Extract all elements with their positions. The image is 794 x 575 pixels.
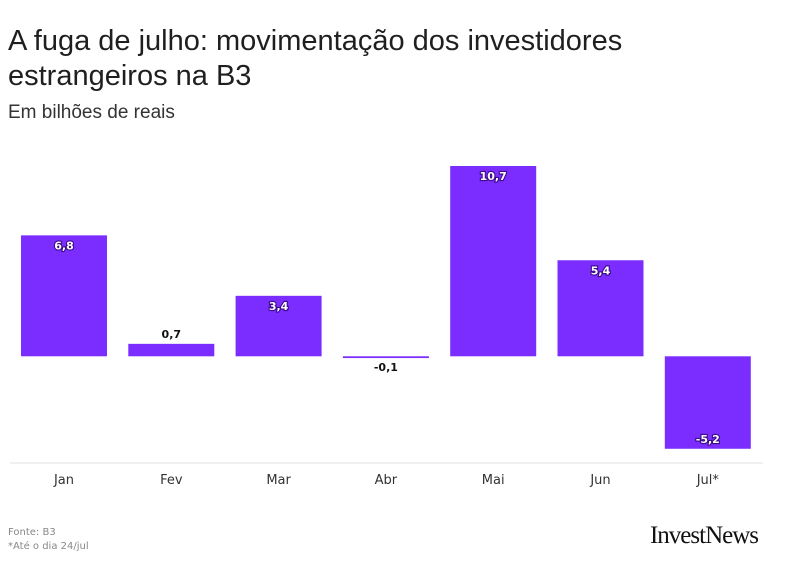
data-label-jan: 6,8 <box>54 239 74 252</box>
tick-label-jan: Jan <box>53 473 74 488</box>
chart-subtitle: Em bilhões de reais <box>8 102 175 123</box>
data-label-jul: -5,2 <box>696 433 720 446</box>
bar-mai <box>450 166 537 357</box>
chart-title: A fuga de julho: movimentação dos invest… <box>8 25 623 92</box>
bar-jul <box>664 356 751 449</box>
bars-group: 6,8 0,7 3,4 -0,1 10,7 5,4 -5,2 <box>21 166 751 449</box>
data-label-fev: 0,7 <box>162 328 182 341</box>
tick-label-jul: Jul* <box>696 473 720 488</box>
investnews-logo: InvestNews <box>649 522 759 549</box>
footnote: *Até o dia 24/jul <box>8 541 89 552</box>
bar-abr <box>342 356 429 359</box>
data-label-mar: 3,4 <box>269 300 289 313</box>
footer: Fonte: B3 *Até o dia 24/jul <box>8 526 89 554</box>
source-note: Fonte: B3 <box>8 527 56 538</box>
x-axis-ticks: Jan Fev Mar Abr Mai Jun Jul* <box>53 473 719 488</box>
bar-mar <box>235 295 322 357</box>
tick-label-abr: Abr <box>375 473 398 488</box>
data-label-jun: 5,4 <box>591 264 611 277</box>
bar-chart: 6,8 0,7 3,4 -0,1 10,7 5,4 -5,2 Jan Fev Mar Abr Mai… <box>10 166 763 488</box>
tick-label-mar: Mar <box>266 473 291 488</box>
data-label-mai: 10,7 <box>480 170 507 183</box>
tick-label-fev: Fev <box>160 473 183 488</box>
data-label-abr: -0,1 <box>374 361 398 374</box>
bar-fev <box>128 343 215 357</box>
bar-jan <box>21 235 107 357</box>
bar-jun <box>557 260 644 357</box>
tick-label-jun: Jun <box>589 473 610 488</box>
tick-label-mai: Mai <box>482 473 505 488</box>
